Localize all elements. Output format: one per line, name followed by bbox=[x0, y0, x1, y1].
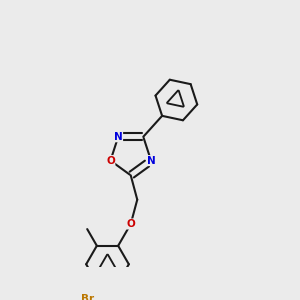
Text: O: O bbox=[126, 219, 135, 229]
Text: N: N bbox=[114, 132, 123, 142]
Text: Br: Br bbox=[81, 294, 94, 300]
Text: N: N bbox=[147, 156, 155, 166]
Text: O: O bbox=[106, 156, 115, 166]
